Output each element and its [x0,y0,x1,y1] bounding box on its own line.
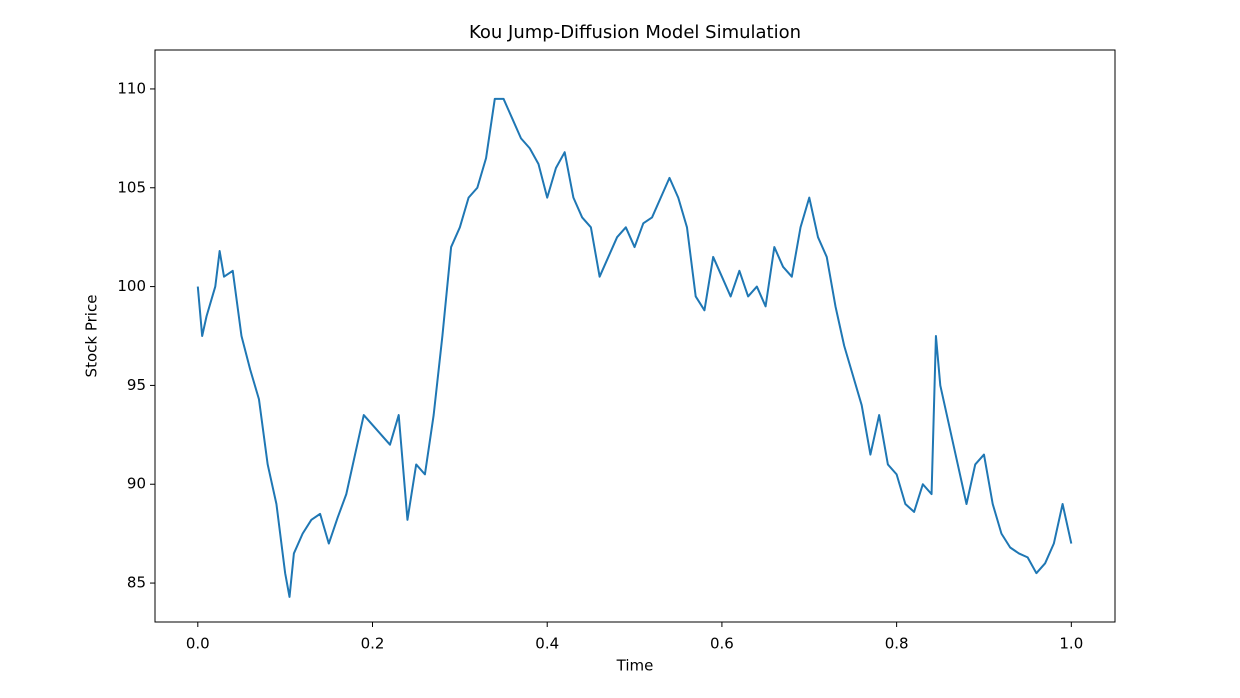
y-tick-label: 85 [127,574,146,592]
y-tick-label: 110 [117,79,146,97]
x-tick-label: 0.4 [535,635,559,653]
x-tick-label: 0.0 [186,635,210,653]
x-tick-label: 1.0 [1059,635,1083,653]
y-tick-label: 90 [127,475,146,493]
plot-frame [154,49,1116,623]
y-tick-label: 100 [117,277,146,295]
x-tick-label: 0.8 [885,635,909,653]
x-tick-label: 0.6 [710,635,734,653]
chart-title: Kou Jump-Diffusion Model Simulation [469,22,801,43]
x-tick-label: 0.2 [361,635,385,653]
x-axis-label: Time [616,657,654,675]
line-series [196,97,1073,598]
y-tick-label: 95 [127,376,146,394]
y-tick-label: 105 [117,178,146,196]
y-axis-label: Stock Price [83,295,101,378]
